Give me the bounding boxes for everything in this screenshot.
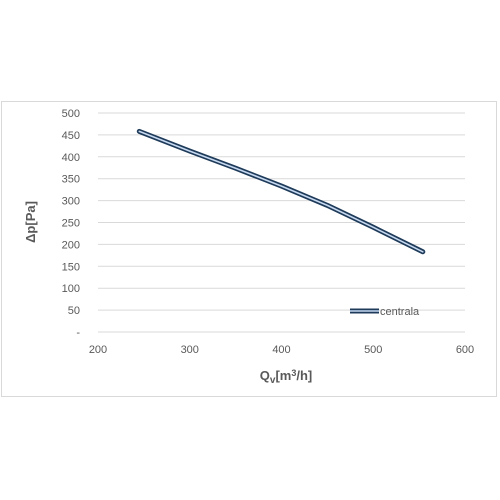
x-tick-labels: 200 300 400 500 600 <box>89 344 474 356</box>
y-tick-label: 400 <box>62 152 80 164</box>
y-tick-label: 200 <box>62 239 80 251</box>
x-tick-label: 200 <box>89 344 107 356</box>
series-line-outline <box>136 128 426 255</box>
legend: centrala <box>350 306 420 318</box>
x-tick-label: 500 <box>364 344 382 356</box>
x-axis-title-sub: v <box>270 375 276 386</box>
y-tick-label: 500 <box>62 108 80 120</box>
grid-layer <box>98 112 465 333</box>
y-tick-label: 450 <box>62 130 80 142</box>
y-tick-label: - <box>76 327 80 339</box>
y-tick-label: 300 <box>62 196 80 208</box>
series-layer <box>136 128 426 255</box>
x-tick-label: 600 <box>456 344 474 356</box>
y-tick-label: 250 <box>62 218 80 230</box>
x-tick-label: 300 <box>181 344 199 356</box>
y-tick-label: 150 <box>62 261 80 273</box>
legend-label: centrala <box>380 306 420 318</box>
series-line <box>138 130 424 253</box>
y-tick-label: 100 <box>62 283 80 295</box>
x-axis-title-main: Q <box>260 368 270 383</box>
y-tick-labels: - 50 100 150 200 250 300 350 400 450 500 <box>62 108 81 339</box>
y-axis-title: Δp[Pa] <box>23 201 38 243</box>
x-axis-title-unit-pre: [m <box>275 368 291 383</box>
x-axis-title-sup: 3 <box>291 368 296 378</box>
x-axis-title: Qv[m3/h] <box>260 368 312 386</box>
x-tick-label: 400 <box>272 344 290 356</box>
y-tick-label: 350 <box>62 174 80 186</box>
y-tick-label: 50 <box>68 305 80 317</box>
x-axis-title-unit-post: /h] <box>296 368 312 383</box>
